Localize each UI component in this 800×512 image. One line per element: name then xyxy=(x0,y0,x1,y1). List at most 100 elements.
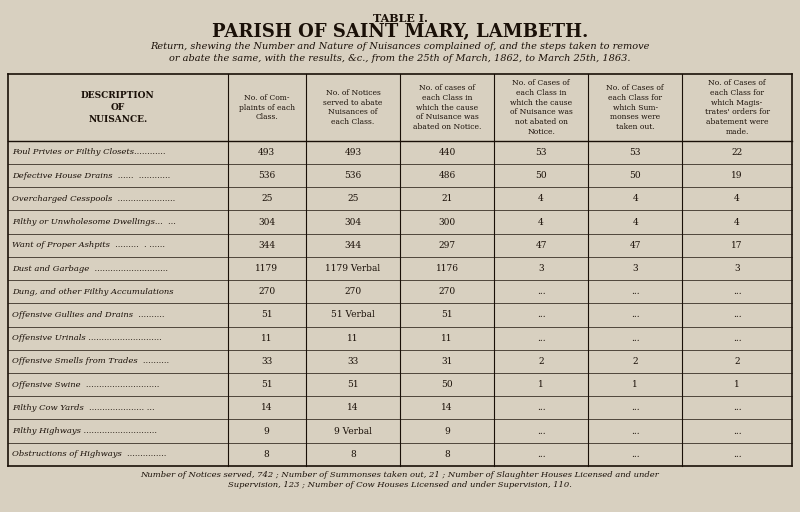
Text: 4: 4 xyxy=(538,218,544,227)
Text: Offensive Swine  ............................: Offensive Swine ........................… xyxy=(12,380,159,389)
Text: ...: ... xyxy=(733,426,742,436)
Text: No. of Notices
served to abate
Nuisances of
each Class.: No. of Notices served to abate Nuisances… xyxy=(323,89,382,126)
Text: ...: ... xyxy=(631,310,639,319)
Text: 50: 50 xyxy=(630,171,641,180)
Text: 22: 22 xyxy=(731,148,742,157)
Text: 536: 536 xyxy=(344,171,362,180)
Text: 33: 33 xyxy=(261,357,272,366)
Text: 304: 304 xyxy=(344,218,362,227)
Text: ...: ... xyxy=(733,287,742,296)
Text: Filthy or Unwholesome Dwellings...  ...: Filthy or Unwholesome Dwellings... ... xyxy=(12,218,176,226)
Text: 11: 11 xyxy=(442,334,453,343)
Text: 53: 53 xyxy=(630,148,641,157)
Text: 2: 2 xyxy=(734,357,740,366)
Text: 53: 53 xyxy=(535,148,547,157)
Text: 270: 270 xyxy=(258,287,275,296)
Text: Foul Privies or Filthy Closets............: Foul Privies or Filthy Closets..........… xyxy=(12,148,166,156)
Text: Defective House Drains  ......  ............: Defective House Drains ...... ..........… xyxy=(12,172,170,180)
Text: 47: 47 xyxy=(535,241,547,250)
Text: No. of Cases of
each Class for
which Magis-
trates' orders for
abatement were
ma: No. of Cases of each Class for which Mag… xyxy=(705,79,770,136)
Text: Want of Proper Ashpits  .........  . ......: Want of Proper Ashpits ......... . .....… xyxy=(12,241,165,249)
Text: ...: ... xyxy=(631,403,639,412)
Text: 3: 3 xyxy=(734,264,740,273)
Text: 11: 11 xyxy=(347,334,358,343)
Text: 8: 8 xyxy=(264,450,270,459)
Text: 9: 9 xyxy=(264,426,270,436)
Text: No. of cases of
each Class in
which the cause
of Nuisance was
abated on Notice.: No. of cases of each Class in which the … xyxy=(413,84,482,131)
Text: 9 Verbal: 9 Verbal xyxy=(334,426,372,436)
Text: 4: 4 xyxy=(632,195,638,203)
Text: ...: ... xyxy=(537,426,546,436)
Text: Return, shewing the Number and Nature of Nuisances complained of, and the steps : Return, shewing the Number and Nature of… xyxy=(150,42,650,63)
Text: ...: ... xyxy=(631,450,639,459)
Text: ...: ... xyxy=(733,450,742,459)
Text: ...: ... xyxy=(733,334,742,343)
Text: 8: 8 xyxy=(444,450,450,459)
Text: Dung, and other Filthy Accumulations: Dung, and other Filthy Accumulations xyxy=(12,288,174,296)
Text: 14: 14 xyxy=(261,403,273,412)
Text: TABLE I.: TABLE I. xyxy=(373,13,427,24)
Text: 25: 25 xyxy=(261,195,273,203)
Text: 9: 9 xyxy=(444,426,450,436)
Text: PARISH OF SAINT MARY, LAMBETH.: PARISH OF SAINT MARY, LAMBETH. xyxy=(212,23,588,41)
Text: Overcharged Cesspools  ......................: Overcharged Cesspools ..................… xyxy=(12,195,175,203)
Text: 344: 344 xyxy=(258,241,275,250)
Text: 47: 47 xyxy=(630,241,641,250)
Text: 50: 50 xyxy=(535,171,547,180)
Text: 1176: 1176 xyxy=(435,264,458,273)
Text: 486: 486 xyxy=(438,171,456,180)
Text: 4: 4 xyxy=(734,218,740,227)
Text: ...: ... xyxy=(537,310,546,319)
Text: 14: 14 xyxy=(347,403,358,412)
Text: 21: 21 xyxy=(442,195,453,203)
Text: 1: 1 xyxy=(538,380,544,389)
Text: Offensive Smells from Trades  ..........: Offensive Smells from Trades .......... xyxy=(12,357,169,366)
Text: ...: ... xyxy=(537,287,546,296)
Text: 25: 25 xyxy=(347,195,358,203)
Text: 300: 300 xyxy=(438,218,456,227)
Text: 4: 4 xyxy=(538,195,544,203)
Text: 297: 297 xyxy=(438,241,456,250)
Text: 493: 493 xyxy=(344,148,362,157)
Text: ...: ... xyxy=(537,450,546,459)
Text: ...: ... xyxy=(537,334,546,343)
Text: 440: 440 xyxy=(438,148,456,157)
Text: 17: 17 xyxy=(731,241,743,250)
Text: 51: 51 xyxy=(347,380,358,389)
Text: 493: 493 xyxy=(258,148,275,157)
Text: 11: 11 xyxy=(261,334,273,343)
Text: ...: ... xyxy=(537,403,546,412)
Text: ...: ... xyxy=(631,334,639,343)
Text: Dust and Garbage  ............................: Dust and Garbage .......................… xyxy=(12,265,168,272)
Text: 1179: 1179 xyxy=(255,264,278,273)
Text: ...: ... xyxy=(733,310,742,319)
Text: 344: 344 xyxy=(344,241,362,250)
Text: 2: 2 xyxy=(538,357,544,366)
Text: 50: 50 xyxy=(442,380,453,389)
Text: 4: 4 xyxy=(734,195,740,203)
Text: ...: ... xyxy=(733,403,742,412)
Text: No. of Cases of
each Class in
which the cause
of Nuisance was
not abated on
Noti: No. of Cases of each Class in which the … xyxy=(510,79,573,136)
Text: Filthy Highways ............................: Filthy Highways ........................… xyxy=(12,427,157,435)
Text: 8: 8 xyxy=(350,450,356,459)
Text: 1: 1 xyxy=(734,380,740,389)
Text: DESCRIPTION
OF
NUISANCE.: DESCRIPTION OF NUISANCE. xyxy=(81,91,154,124)
Text: 51: 51 xyxy=(442,310,453,319)
Text: 1179 Verbal: 1179 Verbal xyxy=(326,264,381,273)
Text: 270: 270 xyxy=(438,287,456,296)
Text: 2: 2 xyxy=(632,357,638,366)
Text: 19: 19 xyxy=(731,171,743,180)
Text: 51: 51 xyxy=(261,380,273,389)
Text: 31: 31 xyxy=(442,357,453,366)
Text: 536: 536 xyxy=(258,171,275,180)
Text: 304: 304 xyxy=(258,218,275,227)
Text: 3: 3 xyxy=(632,264,638,273)
Text: ...: ... xyxy=(631,287,639,296)
Text: 51 Verbal: 51 Verbal xyxy=(331,310,375,319)
Text: 4: 4 xyxy=(632,218,638,227)
Text: 14: 14 xyxy=(442,403,453,412)
Text: Obstructions of Highways  ...............: Obstructions of Highways ............... xyxy=(12,451,166,458)
Text: 1: 1 xyxy=(632,380,638,389)
Text: ...: ... xyxy=(631,426,639,436)
Text: 33: 33 xyxy=(347,357,358,366)
